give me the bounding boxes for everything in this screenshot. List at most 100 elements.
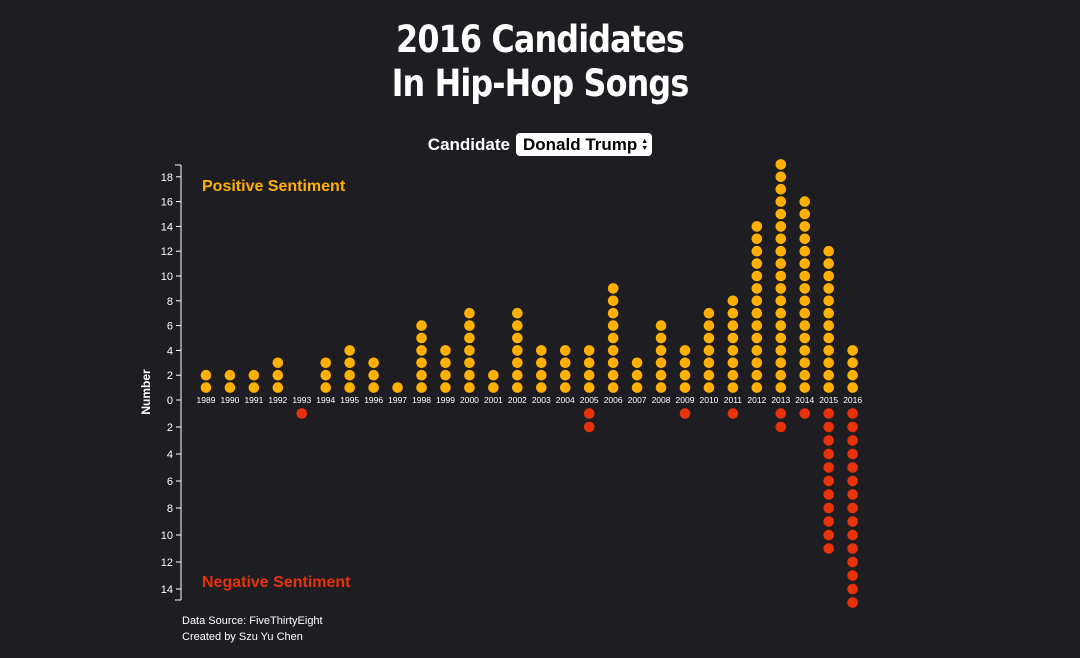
negative-dot — [823, 529, 834, 541]
negative-dot — [823, 502, 834, 514]
positive-dot — [847, 382, 858, 393]
positive-dot — [799, 245, 811, 257]
positive-dot — [488, 382, 499, 393]
positive-dot — [512, 369, 523, 381]
positive-dot — [823, 270, 834, 282]
y-tick-label: 14 — [161, 584, 173, 596]
positive-dot — [799, 307, 811, 319]
positive-dot — [751, 245, 763, 257]
negative-dot — [847, 583, 858, 595]
positive-dot — [512, 382, 523, 393]
positive-dot — [655, 320, 667, 331]
positive-dot — [799, 369, 811, 381]
x-tick-label: 1991 — [244, 395, 263, 405]
title-line-2: In Hip-Hop Songs — [391, 62, 690, 105]
positive-dot — [823, 295, 834, 307]
x-tick-label: 1999 — [436, 395, 455, 405]
negative-dot — [847, 597, 858, 608]
positive-dot — [607, 283, 619, 294]
positive-dot — [248, 382, 260, 393]
positive-dot — [679, 369, 691, 381]
positive-dot — [679, 382, 691, 393]
y-tick-label: 16 — [161, 197, 173, 209]
negative-dot — [823, 489, 834, 500]
positive-dot — [512, 320, 523, 331]
positive-dot — [775, 159, 787, 170]
x-tick-label: 2013 — [771, 395, 790, 405]
positive-dot — [416, 369, 427, 381]
positive-dot — [583, 345, 595, 356]
positive-dot — [799, 270, 811, 282]
negative-dot — [847, 502, 858, 514]
positive-dot — [512, 307, 523, 319]
positive-dot — [655, 357, 667, 369]
negative-dot — [296, 408, 308, 419]
x-tick-label: 2008 — [652, 395, 671, 405]
positive-dot — [751, 382, 763, 393]
positive-dot — [727, 382, 739, 393]
positive-dot — [823, 245, 834, 257]
y-tick-label: 8 — [167, 503, 173, 515]
x-tick-label: 2015 — [819, 395, 838, 405]
positive-dot — [655, 332, 667, 344]
positive-dot — [703, 357, 715, 369]
positive-dot — [847, 369, 858, 381]
positive-dot — [392, 382, 403, 393]
x-tick-label: 1992 — [268, 395, 287, 405]
positive-dot — [272, 382, 284, 393]
positive-dot — [607, 295, 619, 307]
x-tick-label: 2012 — [747, 395, 766, 405]
positive-dot — [607, 332, 619, 344]
y-tick-label: 18 — [161, 172, 173, 184]
positive-dot — [775, 283, 787, 294]
positive-dot — [823, 258, 834, 269]
title-line-1: 2016 Candidates — [396, 18, 685, 61]
positive-dot — [320, 382, 332, 393]
positive-dot — [224, 369, 236, 381]
negative-dot — [775, 421, 787, 433]
positive-dot — [536, 357, 547, 369]
y-tick-label: 0 — [167, 395, 173, 407]
positive-dot — [727, 307, 739, 319]
positive-dot — [464, 382, 475, 393]
positive-dot — [607, 345, 619, 356]
positive-dot — [751, 369, 763, 381]
positive-dot — [416, 320, 427, 331]
positive-dot — [631, 382, 643, 393]
positive-dot — [440, 382, 451, 393]
negative-dot — [823, 435, 834, 446]
negative-dot — [847, 570, 858, 581]
positive-dot — [464, 357, 475, 369]
positive-dot — [607, 307, 619, 319]
positive-dot — [799, 196, 811, 207]
positive-sentiment-label: Positive Sentiment — [202, 178, 346, 195]
positive-dot — [775, 332, 787, 344]
positive-dot — [727, 332, 739, 344]
positive-dot — [799, 208, 811, 220]
positive-dot — [703, 320, 715, 331]
y-tick-label: 10 — [161, 530, 173, 542]
positive-dot — [464, 345, 475, 356]
positive-dot — [464, 369, 475, 381]
negative-dot — [679, 408, 691, 419]
negative-dot — [823, 516, 834, 527]
negative-dot — [847, 543, 858, 554]
positive-dot — [512, 357, 523, 369]
positive-dot — [368, 382, 379, 393]
positive-dot — [583, 369, 595, 381]
candidate-select[interactable]: Donald Trump ▲ ▼ — [515, 133, 653, 156]
positive-dot — [607, 382, 619, 393]
y-axis-label: Number — [139, 369, 153, 415]
positive-dot — [799, 357, 811, 369]
positive-dot — [775, 320, 787, 331]
positive-dot — [751, 320, 763, 331]
negative-dot — [847, 489, 858, 500]
positive-dot — [775, 270, 787, 282]
y-tick-label: 2 — [167, 370, 173, 382]
positive-dot — [583, 382, 595, 393]
candidate-label: Candidate — [427, 134, 510, 154]
positive-dot — [775, 307, 787, 319]
positive-dot — [464, 320, 475, 331]
positive-dot — [847, 345, 858, 356]
